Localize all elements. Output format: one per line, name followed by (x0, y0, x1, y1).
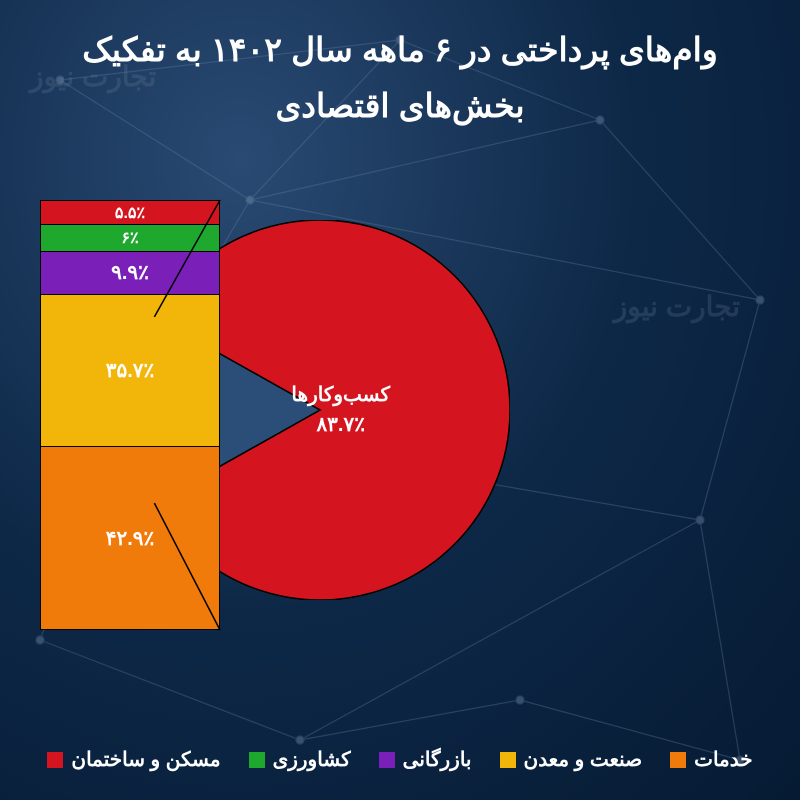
legend-swatch-agriculture (249, 752, 265, 768)
connector-lines (0, 180, 800, 680)
legend-item-services: خدمات (670, 747, 753, 772)
legend-label: صنعت و معدن (524, 747, 643, 772)
legend-item-agriculture: کشاورزی (249, 747, 351, 772)
legend-swatch-services (670, 752, 686, 768)
title-line-2: بخش‌های اقتصادی (275, 87, 524, 124)
legend-swatch-commerce (379, 752, 395, 768)
legend: خدمات صنعت و معدن بازرگانی کشاورزی مسکن و سا… (0, 747, 800, 772)
title-line-1: وام‌های پرداختی در ۶ ماهه سال ۱۴۰۲ به تف… (82, 31, 718, 68)
legend-item-industry: صنعت و معدن (500, 747, 643, 772)
legend-swatch-industry (500, 752, 516, 768)
legend-label: مسکن و ساختمان (71, 747, 220, 772)
chart-area: کسب‌وکارها۸۳.۷٪ خانوار ۱۶.۳٪ ۵.۵٪۶٪۹.۹٪۳… (0, 180, 800, 680)
chart-title: وام‌های پرداختی در ۶ ماهه سال ۱۴۰۲ به تف… (0, 0, 800, 134)
legend-item-commerce: بازرگانی (379, 747, 472, 772)
legend-label: بازرگانی (403, 747, 472, 772)
legend-swatch-housing (47, 752, 63, 768)
legend-label: کشاورزی (273, 747, 351, 772)
legend-label: خدمات (694, 747, 753, 772)
legend-item-housing: مسکن و ساختمان (47, 747, 220, 772)
